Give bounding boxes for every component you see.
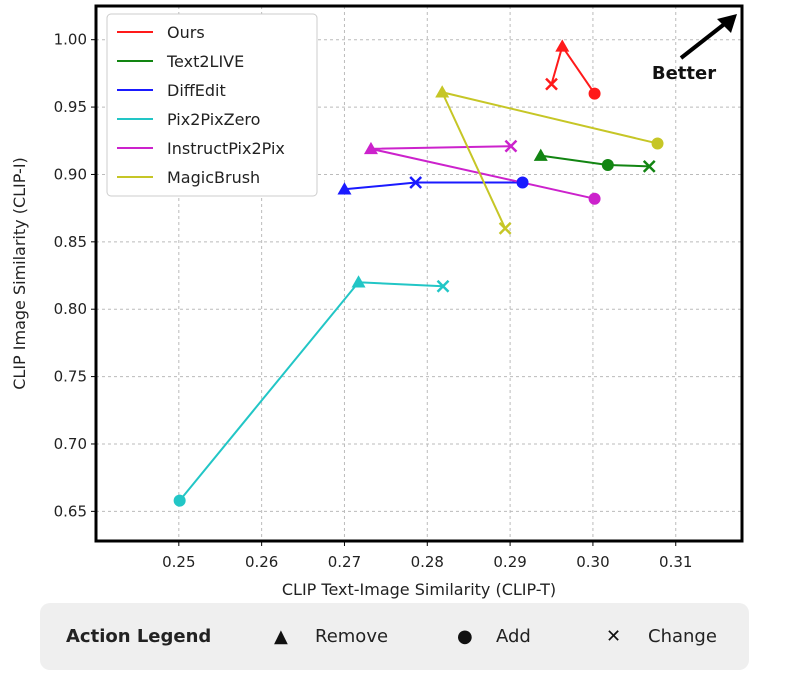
y-axis-label: CLIP Image Similarity (CLIP-I) xyxy=(10,157,29,390)
marker-remove xyxy=(363,141,378,155)
series-legend: Ours Text2LIVE DiffEdit Pix2PixZero Instruct… xyxy=(106,13,318,197)
action-legend: Action Legend ▲ Remove ● Add ✕ Change xyxy=(40,603,749,670)
marker-add xyxy=(173,494,186,507)
x-tick-label: 0.30 xyxy=(576,553,609,571)
legend-label: DiffEdit xyxy=(167,81,226,100)
action-legend-change-label: Change xyxy=(648,626,717,647)
x-tick-label: 0.25 xyxy=(162,553,195,571)
y-axis-ticks: 0.65 0.70 0.75 0.80 0.85 0.90 0.95 1.00 xyxy=(54,31,96,520)
x-tick-label: 0.26 xyxy=(245,553,278,571)
series-line-pix2pixzero xyxy=(178,281,444,502)
marker-remove xyxy=(337,182,352,195)
action-legend-title: Action Legend xyxy=(66,626,212,647)
marker-change xyxy=(498,221,512,235)
plot-frame xyxy=(94,4,744,543)
marker-remove xyxy=(435,85,450,98)
x-tick-label: 0.29 xyxy=(493,553,526,571)
x-tick-label: 0.31 xyxy=(659,553,692,571)
series-line-magicbrush xyxy=(440,90,658,229)
circle-icon: ● xyxy=(457,626,473,647)
marker-change xyxy=(504,139,518,153)
better-arrow-head xyxy=(717,14,737,33)
series-markers xyxy=(173,39,664,507)
chart: 0.25 0.26 0.27 0.28 0.29 0.30 0.31 0.65 0.70 0.7… xyxy=(10,4,744,599)
y-tick-label: 1.00 xyxy=(54,31,87,49)
better-annotation: Better xyxy=(652,14,737,84)
marker-remove xyxy=(533,148,548,161)
triangle-icon: ▲ xyxy=(274,626,288,647)
marker-add xyxy=(601,159,614,172)
marker-remove xyxy=(351,275,366,288)
legend-label: Ours xyxy=(167,23,205,42)
x-axis-label: CLIP Text-Image Similarity (CLIP-T) xyxy=(282,580,556,599)
series-line-ours xyxy=(550,44,596,95)
legend-label: MagicBrush xyxy=(167,168,260,187)
marker-change xyxy=(436,279,450,293)
marker-change xyxy=(642,159,656,173)
series-line-instructpix2pix xyxy=(370,145,595,200)
series-line-diffedit xyxy=(344,181,523,191)
legend-box xyxy=(106,13,318,197)
marker-change xyxy=(409,176,423,189)
x-tick-label: 0.27 xyxy=(328,553,361,571)
y-tick-label: 0.70 xyxy=(54,435,87,453)
marker-change xyxy=(545,77,558,91)
y-tick-label: 0.85 xyxy=(54,233,87,251)
action-legend-add-label: Add xyxy=(496,626,531,647)
y-tick-label: 0.65 xyxy=(54,502,87,520)
marker-remove xyxy=(555,39,570,52)
x-axis-ticks: 0.25 0.26 0.27 0.28 0.29 0.30 0.31 xyxy=(162,541,692,571)
better-label: Better xyxy=(652,63,716,84)
legend-label: InstructPix2Pix xyxy=(167,139,285,158)
marker-add xyxy=(588,87,601,100)
action-legend-remove-label: Remove xyxy=(315,626,389,647)
y-tick-label: 0.95 xyxy=(54,98,87,116)
y-tick-label: 0.80 xyxy=(54,300,87,318)
marker-add xyxy=(651,137,664,150)
marker-add xyxy=(516,176,529,189)
legend-label: Pix2PixZero xyxy=(167,110,260,129)
marker-add xyxy=(588,192,601,205)
grid-lines xyxy=(96,6,742,541)
cross-icon: ✕ xyxy=(606,626,622,647)
legend-label: Text2LIVE xyxy=(166,52,244,71)
better-arrow-shaft xyxy=(679,20,729,60)
y-tick-label: 0.75 xyxy=(54,368,87,386)
y-tick-label: 0.90 xyxy=(54,165,87,183)
x-tick-label: 0.28 xyxy=(411,553,444,571)
series-line-text2live xyxy=(540,154,650,168)
